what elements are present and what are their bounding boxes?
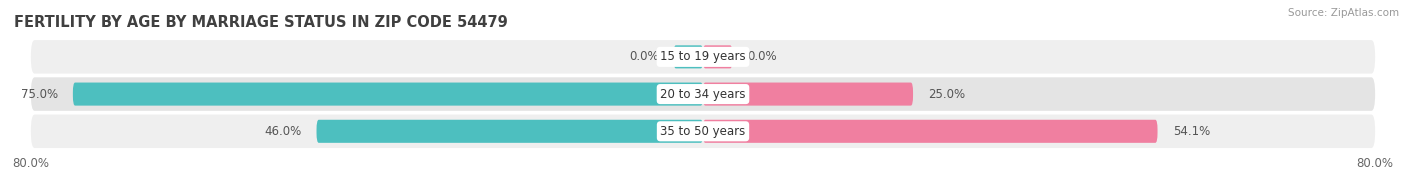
FancyBboxPatch shape [673, 45, 703, 68]
FancyBboxPatch shape [31, 77, 1375, 111]
FancyBboxPatch shape [73, 83, 703, 106]
Legend: Married, Unmarried: Married, Unmarried [620, 194, 786, 196]
Text: 25.0%: 25.0% [928, 88, 966, 101]
FancyBboxPatch shape [31, 114, 1375, 148]
FancyBboxPatch shape [703, 83, 912, 106]
Text: FERTILITY BY AGE BY MARRIAGE STATUS IN ZIP CODE 54479: FERTILITY BY AGE BY MARRIAGE STATUS IN Z… [14, 15, 508, 30]
Text: 0.0%: 0.0% [628, 50, 658, 63]
FancyBboxPatch shape [703, 120, 1157, 143]
Text: 75.0%: 75.0% [21, 88, 58, 101]
Text: 20 to 34 years: 20 to 34 years [661, 88, 745, 101]
Text: 15 to 19 years: 15 to 19 years [661, 50, 745, 63]
Text: 35 to 50 years: 35 to 50 years [661, 125, 745, 138]
Text: 0.0%: 0.0% [748, 50, 778, 63]
FancyBboxPatch shape [31, 40, 1375, 74]
Text: 54.1%: 54.1% [1173, 125, 1211, 138]
FancyBboxPatch shape [703, 45, 733, 68]
Text: Source: ZipAtlas.com: Source: ZipAtlas.com [1288, 8, 1399, 18]
FancyBboxPatch shape [316, 120, 703, 143]
Text: 46.0%: 46.0% [264, 125, 301, 138]
